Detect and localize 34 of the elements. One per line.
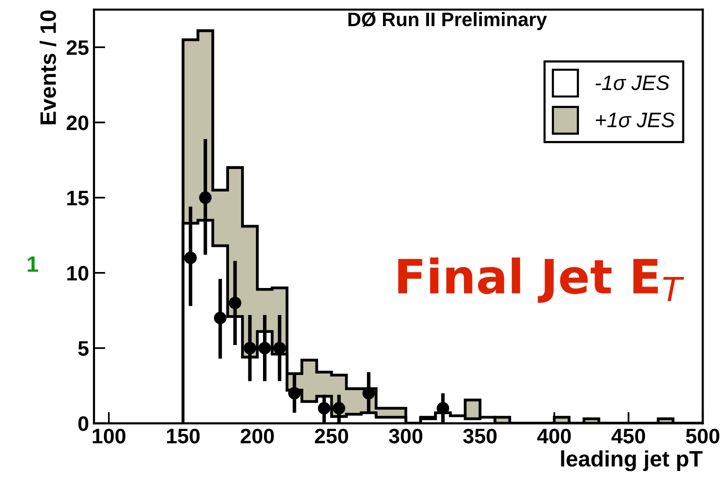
legend-label: -1σ JES [596,75,670,90]
point [436,402,450,414]
point [199,191,212,204]
point [184,252,197,264]
point [214,312,226,324]
x-tick-label: 500 [686,428,720,444]
point [332,402,346,414]
x-tick-label: 400 [537,428,571,444]
y-tick-label: 0 [78,416,88,432]
x-tick-label: 200 [240,428,274,444]
x-tick-label: 250 [314,428,348,444]
x-tick-label: 150 [167,428,200,444]
point [273,342,286,354]
point [228,296,242,310]
point [244,342,256,354]
y-tick-label: 5 [78,341,89,356]
x-tick-label: 450 [611,428,646,444]
x-tick-label: 300 [388,428,422,444]
y-tick-label: 10 [67,266,88,281]
y-tick-label: 15 [67,190,89,206]
text: 1 [28,256,38,272]
x-tick-label: 100 [92,428,126,444]
y-tick-label: 25 [66,40,89,55]
point [318,402,330,414]
y-tick-label: 20 [66,115,88,130]
annotation: Final Jet E$_{T}$ [398,258,684,303]
chart-title: DØ Run II Preliminary [348,12,547,30]
point [288,386,301,400]
point [362,386,375,400]
x-tick-label: 350 [463,428,497,444]
x-axis-title: leading jet pT [561,450,703,472]
legend-label: +1σ JES [596,112,675,128]
point [258,342,271,354]
y-axis-title: Events / 10 [40,10,56,124]
